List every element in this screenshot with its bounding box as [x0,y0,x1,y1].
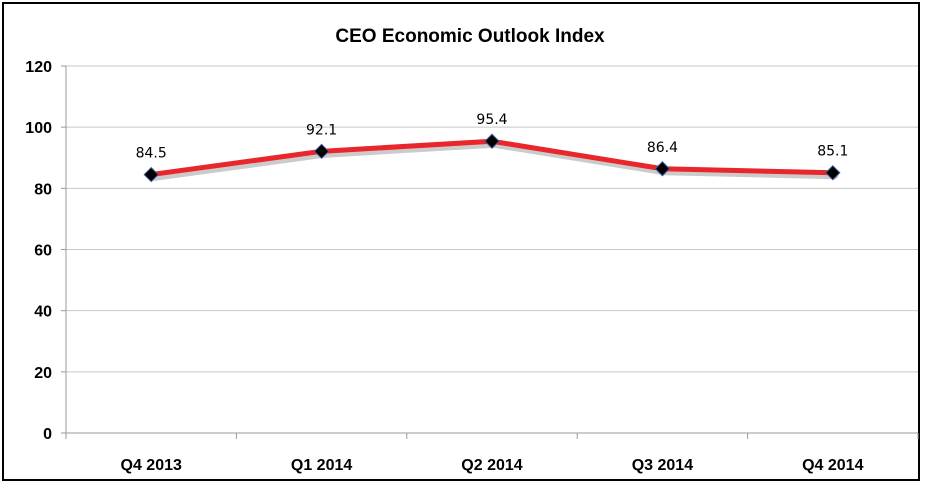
gridlines [61,65,918,434]
chart-title: CEO Economic Outlook Index [335,26,605,47]
data-point [313,143,330,160]
data-label: 84.5 [136,146,167,162]
data-label: 86.4 [647,140,678,156]
data-point [143,166,159,183]
y-axis-ticks: 0 20 40 60 80 100 120 [25,59,52,443]
data-point [484,133,500,149]
x-tick-label: Q4 2014 [802,457,863,474]
y-tick-label: 80 [34,181,52,198]
data-labels-group: 84.5 92.1 95.4 86.4 85.1 [136,112,849,161]
data-label: 92.1 [306,122,337,138]
y-tick-label: 20 [34,365,52,382]
points-group [143,133,841,183]
data-label: 95.4 [476,112,507,128]
x-tick-label: Q4 2013 [121,457,182,474]
x-tick-label: Q3 2014 [632,457,693,474]
y-tick-label: 100 [25,120,52,137]
data-label: 85.1 [817,144,848,160]
y-tick-label: 120 [25,59,52,76]
x-axis-ticks: Q4 2013 Q1 2014 Q2 2014 Q3 2014 Q4 2014 [121,457,864,474]
data-point [825,165,841,181]
y-tick-label: 60 [34,243,52,260]
chart-frame [2,2,920,481]
data-point [654,161,671,177]
x-tick-label: Q1 2014 [291,457,352,474]
x-tick-label: Q2 2014 [461,457,522,474]
axes [65,66,919,439]
y-tick-label: 40 [34,304,52,321]
y-tick-label: 0 [43,426,52,443]
